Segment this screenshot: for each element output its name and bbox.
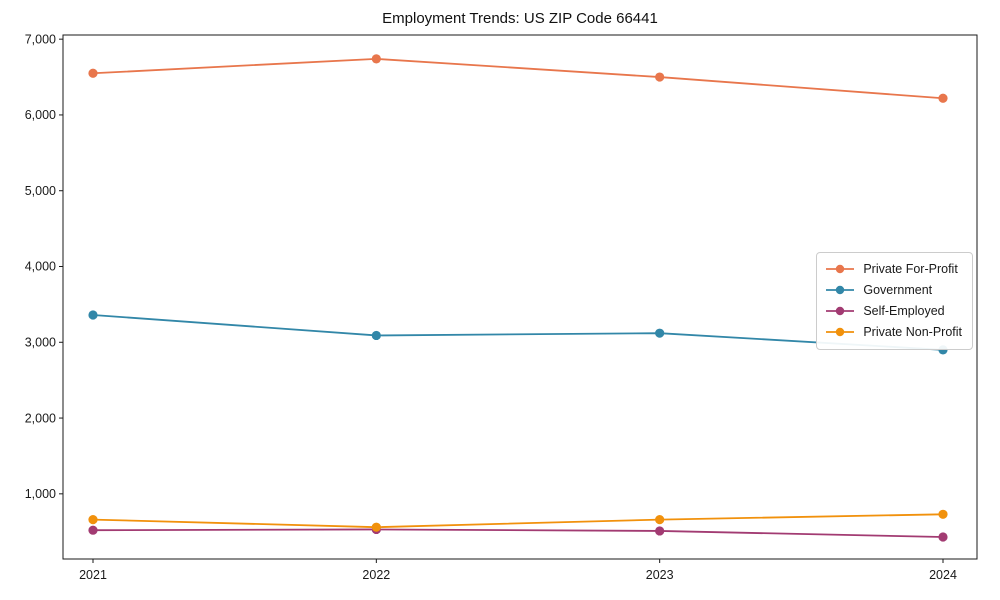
legend-item-private-non-profit: Private Non-Profit — [825, 323, 962, 341]
data-point-government — [88, 310, 98, 320]
y-tick-label: 1,000 — [25, 487, 56, 501]
y-tick-label: 3,000 — [25, 335, 56, 349]
x-tick-label: 2022 — [362, 568, 390, 582]
legend: Private For-Profit Government Self-Employe… — [816, 252, 973, 350]
axes-frame — [62, 34, 978, 560]
legend-label: Private Non-Profit — [863, 325, 962, 340]
series-line-private-non-profit — [92, 513, 944, 529]
y-tick-label: 2,000 — [25, 411, 56, 425]
series-line-self-employed — [92, 528, 944, 538]
x-tick-label: 2024 — [929, 568, 957, 582]
legend-marker-private-for-profit — [826, 264, 855, 274]
legend-label: Government — [863, 283, 933, 298]
legend-label: Self-Employed — [863, 304, 945, 319]
x-tick-label: 2021 — [79, 568, 107, 582]
data-point-government — [655, 328, 665, 338]
legend-marker-government — [826, 285, 855, 295]
series-line-private-for-profit — [92, 57, 944, 100]
legend-marker-private-non-profit — [826, 328, 855, 337]
x-tick-label: 2023 — [646, 568, 674, 582]
chart-title: Employment Trends: US ZIP Code 66441 — [382, 10, 658, 27]
series-private-non-profit — [88, 509, 948, 532]
data-point-private-for-profit — [88, 68, 98, 78]
data-point-government — [371, 330, 381, 341]
y-axis: 1,000 2,000 3,000 4,000 5,000 6,000 7,000 — [25, 32, 63, 501]
data-point-private-non-profit — [938, 509, 948, 519]
legend-item-government: Government — [825, 281, 962, 299]
y-tick-label: 4,000 — [25, 260, 56, 274]
data-point-private-for-profit — [655, 72, 665, 82]
data-point-self-employed — [938, 532, 948, 542]
series-self-employed — [88, 524, 948, 542]
legend-item-self-employed: Self-Employed — [825, 302, 962, 320]
series-private-for-profit — [88, 54, 948, 103]
data-point-self-employed — [88, 525, 98, 535]
series-line-government — [92, 314, 944, 351]
y-tick-label: 7,000 — [25, 32, 56, 46]
y-tick-label: 6,000 — [25, 108, 56, 122]
legend-label: Private For-Profit — [863, 262, 958, 276]
data-point-private-for-profit — [938, 93, 948, 103]
data-point-private-non-profit — [371, 522, 381, 532]
data-point-self-employed — [655, 526, 665, 536]
data-point-private-for-profit — [371, 54, 381, 64]
legend-marker-self-employed — [826, 307, 855, 316]
y-tick-label: 5,000 — [25, 184, 56, 198]
data-point-private-non-profit — [655, 514, 665, 525]
x-axis: 2021 2022 2023 2024 — [79, 559, 957, 582]
legend-item-private-for-profit: Private For-Profit — [825, 260, 962, 278]
data-point-private-non-profit — [88, 514, 98, 525]
